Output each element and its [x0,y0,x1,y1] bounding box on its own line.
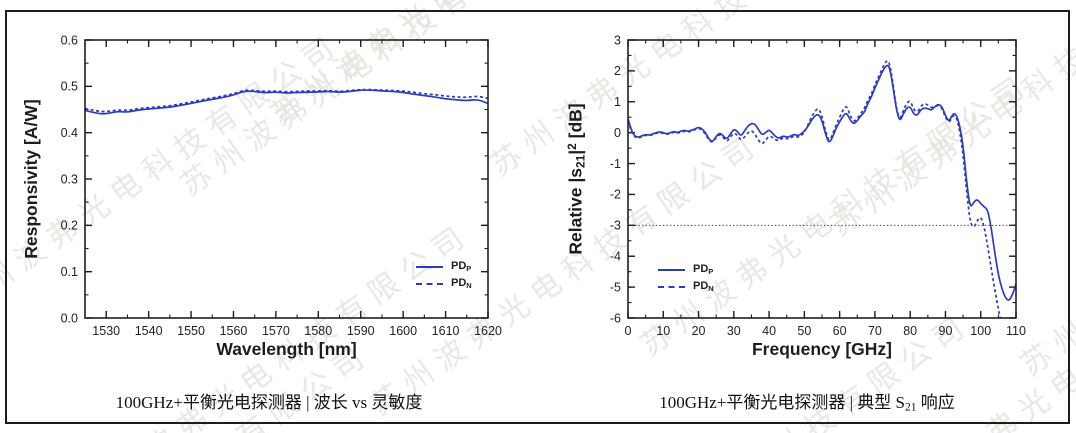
text-fragment: 21 [905,400,917,414]
x-tick-label: 1550 [177,324,205,338]
s21-x-axis-label: Frequency [GHz] [751,339,893,359]
legend-label: PDN [451,277,472,290]
text-fragment: | [565,149,586,155]
y-tick-label: 1 [614,95,621,109]
x-tick-label: 70 [868,324,882,338]
s21-plot-svg: 0 10 20 30 40 50 60 70 80 90 100 1103210-1-2-3-4-5-… [610,33,1026,338]
dashed-line-sample [416,282,443,285]
text-fragment: 2 [565,143,579,150]
legend-label: PDP [451,260,471,273]
s21-legend: PDP PDN [658,261,714,295]
s21-chart: 0 10 20 30 40 50 60 70 80 90 100 110 3 2 1 0 -1 -2 -3 -4 -5-… [538,0,1076,380]
responsivity-y-axis-label: Responsivity [A/W] [21,99,41,259]
solid-line-sample [658,268,685,271]
legend-entry-pdp: PDP [658,261,714,278]
y-tick-label: 0.4 [61,126,78,140]
text-fragment: P [708,266,714,276]
y-tick-label: -1 [610,157,621,171]
text-fragment: PD [693,280,709,293]
y-tick-label: 0.6 [61,33,78,47]
y-tick-label: 2 [614,64,621,78]
x-tick-label: 1560 [220,324,248,338]
dashed-line-sample [658,285,685,288]
y-tick-label: 0.0 [61,311,78,325]
text-fragment: PD [451,260,467,273]
legend-label: PDN [693,280,714,293]
x-tick-label: 80 [903,324,917,338]
caption-s21: 100GHz+平衡光电探测器 | 典型 S21 响应 [538,388,1076,414]
x-tick-label: 1600 [389,324,417,338]
pdn-curve [628,59,1001,318]
responsivity-legend: PDP PDN [416,258,472,292]
text-fragment: Relative |s [565,168,586,255]
x-tick-label: 90 [939,324,953,338]
responsivity-chart: 1530 1540 1550 1560 1570 1580 1590 1600 1610 1620… [0,0,538,380]
solid-line-sample [416,265,443,268]
x-tick-label: 10 [656,324,670,338]
x-tick-label: 1580 [304,324,332,338]
y-tick-label: -2 [610,188,621,202]
y-tick-label: -6 [610,311,621,325]
y-tick-label: 0.1 [61,265,78,279]
x-tick-label: 30 [727,324,741,338]
x-tick-label: 1590 [347,324,375,338]
text-fragment: 响应 [916,393,955,412]
s21-y-axis-label: Relative |s21|2 [dB] [565,29,587,329]
text-fragment: 100GHz+平衡光电探测器 | 典型 S [659,393,905,412]
caption-responsivity: 100GHz+平衡光电探测器 | 波长 vs 灵敏度 [115,393,423,412]
pdp-curve [85,89,488,115]
x-tick-label: 1530 [92,324,120,338]
text-fragment: [dB] [565,103,586,144]
y-tick-label: 0.3 [61,172,78,186]
x-tick-label: 1540 [135,324,163,338]
x-tick-label: 1570 [262,324,290,338]
text-fragment: PD [451,277,467,290]
legend-entry-pdn: PDN [416,275,472,292]
y-tick-label: -5 [610,280,621,294]
y-tick-label: 0 [614,126,621,140]
y-tick-label: 0.2 [61,219,78,233]
responsivity-x-axis-label: Wavelength [nm] [216,339,357,359]
text-fragment: P [466,263,472,273]
x-tick-label: 40 [762,324,776,338]
text-fragment: N [708,283,714,293]
pdn-curve [85,88,488,113]
y-tick-label: -3 [610,219,621,233]
x-tick-label: 20 [692,324,706,338]
legend-entry-pdp: PDP [416,258,472,275]
y-tick-label: -4 [610,250,621,264]
y-tick-label: 3 [614,33,621,47]
text-fragment: PD [693,263,709,276]
x-tick-label: 1620 [474,324,502,338]
x-tick-label: 0 [625,324,632,338]
plot-border [627,39,1017,319]
text-fragment: N [466,280,472,290]
x-tick-label: 110 [1006,324,1026,338]
plot-border [84,39,489,319]
x-tick-label: 1610 [432,324,460,338]
responsivity-plot-svg: 1530 1540 1550 1560 1570 1580 1590 1600 1610 1620… [61,33,502,338]
x-tick-label: 50 [797,324,811,338]
legend-label: PDP [693,263,713,276]
text-fragment: 21 [573,154,588,168]
legend-entry-pdn: PDN [658,278,714,295]
x-tick-label: 100 [970,324,991,338]
x-tick-label: 60 [833,324,847,338]
y-tick-label: 0.5 [61,80,78,94]
